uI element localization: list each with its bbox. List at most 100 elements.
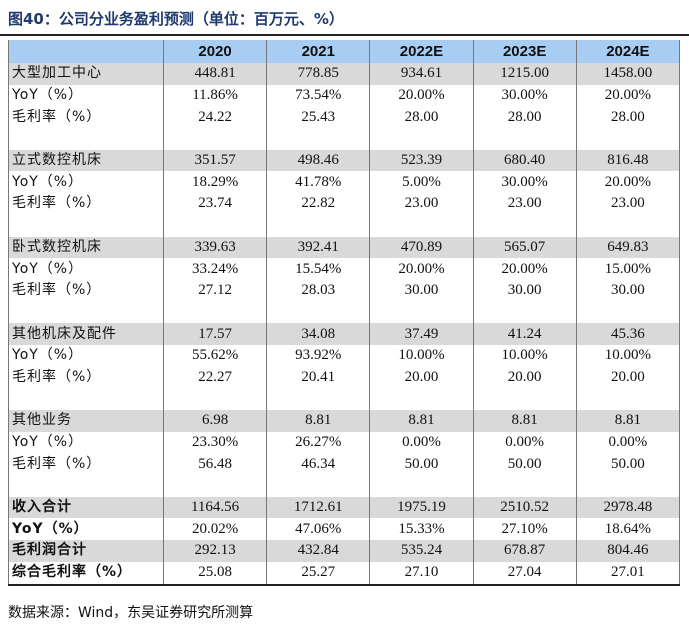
table-cell: 0.00% bbox=[369, 431, 474, 454]
table-cell: 47.06% bbox=[266, 518, 371, 541]
row-label: YoY（%） bbox=[8, 171, 164, 194]
table-row: 立式数控机床 351.57 498.46 523.39 680.40 816.48 bbox=[8, 149, 681, 172]
table-cell: 33.24% bbox=[162, 258, 268, 280]
row-label: YoY（%） bbox=[8, 258, 164, 280]
table-row: YoY（%） 55.62% 93.92% 10.00% 10.00% 10.00% bbox=[8, 344, 681, 367]
table-cell bbox=[162, 128, 268, 150]
table-row: 收入合计 1164.56 1712.61 1975.19 2510.52 2978.48 bbox=[8, 496, 681, 519]
figure-title: 图40：公司分业务盈利预测（单位：百万元、%） bbox=[8, 10, 344, 28]
table-cell: 10.00% bbox=[369, 344, 474, 367]
table-cell bbox=[266, 214, 371, 237]
column-header: 2021 bbox=[266, 40, 371, 63]
header-row: 2020 2021 2022E 2023E 2024E bbox=[8, 40, 681, 63]
table-cell: 15.54% bbox=[266, 258, 371, 280]
row-label: 其他业务 bbox=[8, 410, 164, 432]
table-cell: 8.81 bbox=[266, 410, 371, 432]
table-cell: 816.48 bbox=[575, 149, 681, 172]
table-cell bbox=[266, 475, 371, 497]
row-label: 毛利率（%） bbox=[8, 106, 164, 129]
table-cell: 0.00% bbox=[472, 431, 577, 454]
table-cell: 20.00 bbox=[575, 366, 681, 389]
table-cell: 23.30% bbox=[162, 431, 268, 454]
table-cell bbox=[369, 128, 474, 150]
row-label bbox=[8, 214, 164, 237]
table-row: YoY（%） 11.86% 73.54% 20.00% 30.00% 20.00% bbox=[8, 84, 681, 107]
table-row bbox=[8, 214, 681, 237]
table-cell: 0.00% bbox=[575, 431, 681, 454]
table-cell bbox=[369, 475, 474, 497]
table-cell: 20.00% bbox=[575, 84, 681, 107]
table-cell: 15.33% bbox=[369, 518, 474, 541]
table-cell: 470.89 bbox=[369, 236, 474, 259]
row-label: YoY（%） bbox=[8, 344, 164, 367]
table-cell: 23.00 bbox=[369, 193, 474, 215]
table-row: 综合毛利率（%） 25.08 25.27 27.10 27.04 27.01 bbox=[8, 561, 681, 586]
table-cell: 28.00 bbox=[472, 106, 577, 129]
row-label: 其他机床及配件 bbox=[8, 323, 164, 345]
table-cell: 934.61 bbox=[369, 63, 474, 85]
table-cell: 432.84 bbox=[266, 540, 371, 562]
table-cell: 18.29% bbox=[162, 171, 268, 194]
table-cell: 1712.61 bbox=[266, 496, 371, 519]
table-cell: 27.01 bbox=[575, 561, 681, 586]
row-label: YoY（%） bbox=[8, 518, 164, 541]
table-cell: 20.00% bbox=[369, 258, 474, 280]
column-header bbox=[8, 40, 164, 63]
table-cell bbox=[472, 475, 577, 497]
table-cell: 41.78% bbox=[266, 171, 371, 194]
table-cell bbox=[162, 214, 268, 237]
table-row: 毛利率（%） 27.12 28.03 30.00 30.00 30.00 bbox=[8, 279, 681, 302]
table-cell bbox=[369, 388, 474, 410]
table-cell: 30.00% bbox=[472, 171, 577, 194]
row-label bbox=[8, 388, 164, 410]
table-cell: 23.00 bbox=[472, 193, 577, 215]
column-header: 2024E bbox=[575, 40, 681, 63]
row-label: 毛利率（%） bbox=[8, 366, 164, 389]
table-cell: 27.10 bbox=[369, 561, 474, 586]
table-cell: 55.62% bbox=[162, 344, 268, 367]
table-cell: 292.13 bbox=[162, 540, 268, 562]
table-cell bbox=[575, 128, 681, 150]
table-row: 其他机床及配件 17.57 34.08 37.49 41.24 45.36 bbox=[8, 323, 681, 345]
table-cell: 28.00 bbox=[369, 106, 474, 129]
source-note: 数据来源：Wind，东吴证券研究所测算 bbox=[8, 605, 254, 621]
table-row: 卧式数控机床 339.63 392.41 470.89 565.07 649.83 bbox=[8, 236, 681, 259]
row-label: 毛利率（%） bbox=[8, 279, 164, 302]
table-cell bbox=[162, 301, 268, 324]
table-cell: 2978.48 bbox=[575, 496, 681, 519]
row-label: 毛利率（%） bbox=[8, 193, 164, 215]
table-cell: 1215.00 bbox=[472, 63, 577, 85]
table-row: YoY（%） 18.29% 41.78% 5.00% 30.00% 20.00% bbox=[8, 171, 681, 194]
table-cell bbox=[472, 388, 577, 410]
table-cell: 30.00 bbox=[575, 279, 681, 302]
table-cell bbox=[575, 301, 681, 324]
table-cell bbox=[369, 301, 474, 324]
table-cell: 28.00 bbox=[575, 106, 681, 129]
table-cell: 2510.52 bbox=[472, 496, 577, 519]
table-cell: 20.00% bbox=[472, 258, 577, 280]
table-cell: 17.57 bbox=[162, 323, 268, 345]
table-cell: 448.81 bbox=[162, 63, 268, 85]
table-row: 大型加工中心 448.81 778.85 934.61 1215.00 1458.00 bbox=[8, 63, 681, 85]
table-cell: 93.92% bbox=[266, 344, 371, 367]
table-cell: 565.07 bbox=[472, 236, 577, 259]
row-label: 毛利润合计 bbox=[8, 540, 164, 562]
table-row: 毛利润合计 292.13 432.84 535.24 678.87 804.46 bbox=[8, 540, 681, 562]
table-cell: 351.57 bbox=[162, 149, 268, 172]
table-cell: 1164.56 bbox=[162, 496, 268, 519]
table-row bbox=[8, 128, 681, 150]
table-cell: 27.04 bbox=[472, 561, 577, 586]
table-cell: 680.40 bbox=[472, 149, 577, 172]
table-row: YoY（%） 23.30% 26.27% 0.00% 0.00% 0.00% bbox=[8, 431, 681, 454]
table-cell: 45.36 bbox=[575, 323, 681, 345]
table-cell: 5.00% bbox=[369, 171, 474, 194]
table-cell bbox=[575, 214, 681, 237]
table-cell: 24.22 bbox=[162, 106, 268, 129]
table-cell: 20.00 bbox=[472, 366, 577, 389]
table-row: 毛利率（%） 56.48 46.34 50.00 50.00 50.00 bbox=[8, 453, 681, 476]
table-cell: 34.08 bbox=[266, 323, 371, 345]
row-label: 立式数控机床 bbox=[8, 149, 164, 172]
table-cell: 778.85 bbox=[266, 63, 371, 85]
table-cell: 30.00 bbox=[472, 279, 577, 302]
row-label: 收入合计 bbox=[8, 496, 164, 519]
